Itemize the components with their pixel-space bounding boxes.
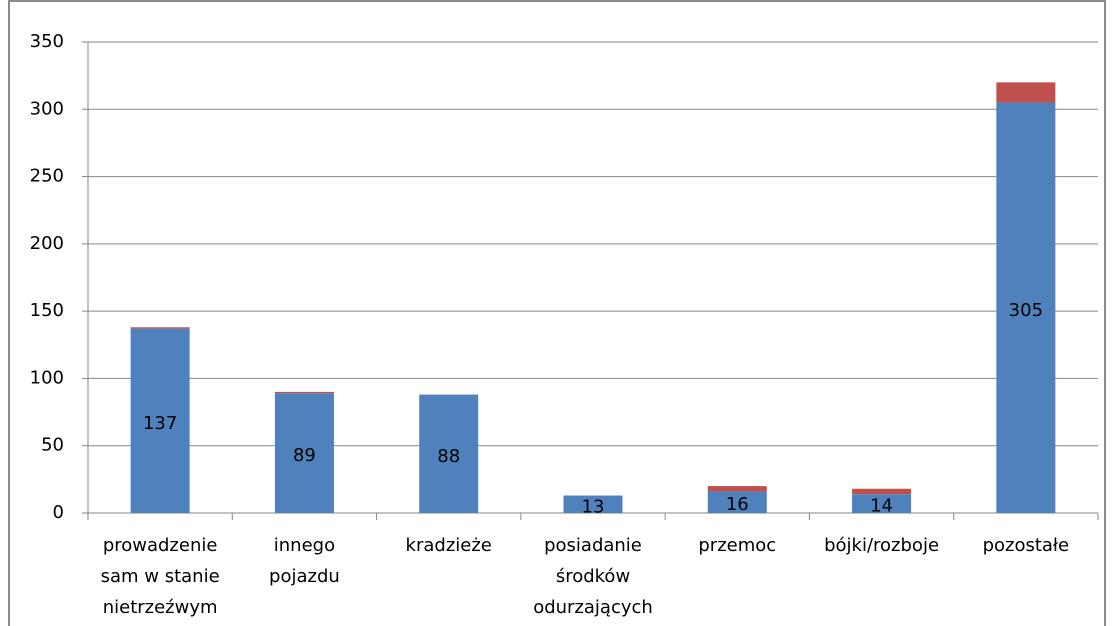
y-tick-label: 350	[30, 31, 64, 52]
x-tick-label: nietrzeźwym	[103, 597, 218, 618]
y-tick-label: 250	[30, 166, 64, 187]
value-label: 16	[726, 494, 749, 515]
value-label: 305	[1009, 300, 1043, 321]
bar-segment	[996, 82, 1056, 103]
y-tick-label: 50	[41, 435, 64, 456]
bar-segment	[130, 327, 190, 329]
y-tick-label: 0	[53, 502, 64, 523]
y-tick-label: 150	[30, 300, 64, 321]
bar-segment	[707, 486, 767, 492]
bar-segment	[996, 102, 1056, 514]
x-tick-label: środków	[556, 566, 630, 587]
bar-segment	[130, 328, 190, 513]
bar-segment	[852, 488, 912, 495]
x-tick-label: przemoc	[698, 535, 776, 556]
value-label: 13	[582, 496, 605, 517]
x-tick-label: pojazdu	[269, 566, 340, 587]
x-tick-label: bójki/rozboje	[824, 535, 939, 556]
y-tick-label: 100	[30, 367, 64, 388]
bar-segment	[707, 491, 767, 513]
x-tick-label: pozostałe	[983, 535, 1070, 556]
value-label: 89	[293, 445, 316, 466]
x-tick-label: kradzieże	[406, 535, 492, 556]
bar-segment	[419, 394, 479, 513]
x-tick-label: sam w stanie	[101, 566, 220, 587]
x-tick-label: innego	[274, 535, 335, 556]
y-tick-label: 200	[30, 233, 64, 254]
bar-segment	[274, 391, 334, 394]
value-label: 88	[437, 446, 460, 467]
x-tick-label: odurzających	[533, 597, 653, 618]
value-label: 137	[143, 413, 177, 434]
x-tick-label: posiadanie	[544, 535, 642, 556]
value-label: 14	[870, 496, 893, 517]
chart-frame	[8, 0, 1106, 626]
x-tick-label: prowadzenie	[103, 535, 218, 556]
bar-segment	[563, 495, 623, 513]
bar-segment	[852, 494, 912, 513]
bar-segment	[274, 393, 334, 513]
y-tick-label: 300	[30, 98, 64, 119]
